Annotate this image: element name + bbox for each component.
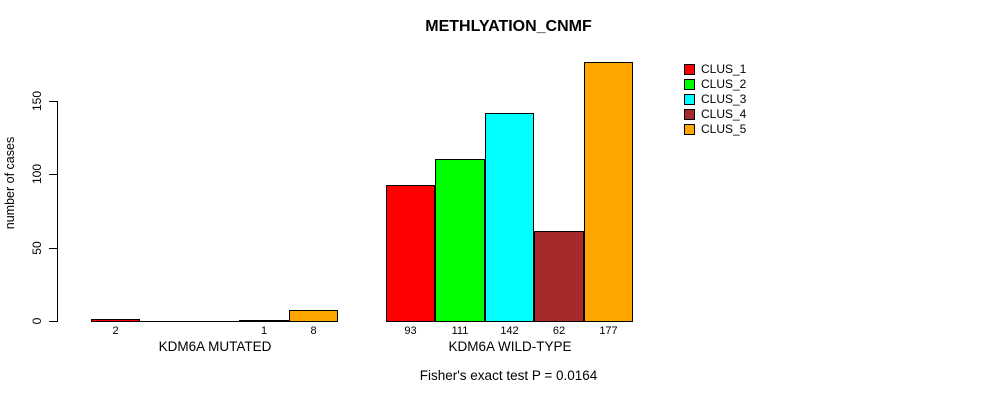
bar-clus-4-kdm6a-mutated [239, 320, 289, 322]
bar-value-label: 8 [310, 325, 317, 337]
bar-clus-1-kdm6a-wild-type [386, 185, 435, 322]
bar-value-label: 93 [404, 325, 417, 337]
bar-clus-2-kdm6a-mutated [140, 321, 190, 322]
legend-swatch-clus-3 [684, 94, 695, 105]
y-axis-tick-label: 50 [30, 241, 44, 255]
legend-label-clus-1: CLUS_1 [701, 62, 747, 76]
bar-clus-3-kdm6a-mutated [190, 321, 239, 322]
y-axis-tick [49, 248, 57, 249]
bar-value-label: 111 [451, 325, 469, 337]
y-axis-tick-label: 100 [30, 163, 44, 185]
legend-label-clus-4: CLUS_4 [701, 107, 747, 121]
bar-clus-5-kdm6a-mutated [289, 310, 338, 322]
bar-clus-3-kdm6a-wild-type [485, 113, 534, 322]
legend-label-clus-3: CLUS_3 [701, 92, 747, 106]
y-axis-tick [49, 174, 57, 175]
legend-swatch-clus-4 [684, 109, 695, 120]
y-axis-line [57, 101, 58, 322]
y-axis-tick-label: 0 [30, 317, 44, 325]
bar-value-label: 62 [552, 325, 566, 337]
y-axis-tick-label: 150 [30, 90, 44, 112]
y-axis-tick [49, 101, 57, 102]
legend-label-clus-5: CLUS_5 [701, 122, 747, 136]
fisher-test-annotation: Fisher's exact test P = 0.0164 [419, 368, 598, 383]
bar-value-label: 177 [599, 325, 618, 337]
bar-value-label: 1 [260, 325, 268, 337]
bar-clus-1-kdm6a-mutated [91, 319, 140, 322]
legend-label-clus-2: CLUS_2 [701, 77, 747, 91]
y-axis-tick [49, 321, 57, 322]
bar-value-label: 2 [112, 325, 119, 337]
legend-swatch-clus-5 [684, 124, 695, 135]
bar-clus-4-kdm6a-wild-type [534, 231, 584, 322]
y-axis-label: number of cases [3, 136, 17, 230]
bar-value-label: 142 [500, 325, 519, 337]
bar-clus-2-kdm6a-wild-type [435, 159, 485, 322]
legend-swatch-clus-1 [684, 64, 695, 75]
legend-swatch-clus-2 [684, 79, 695, 90]
chart-title: METHLYATION_CNMF [425, 18, 592, 35]
bar-clus-5-kdm6a-wild-type [584, 62, 633, 322]
category-label-kdm6a-wild-type: KDM6A WILD-TYPE [448, 339, 572, 354]
category-label-kdm6a-mutated: KDM6A MUTATED [158, 339, 272, 354]
